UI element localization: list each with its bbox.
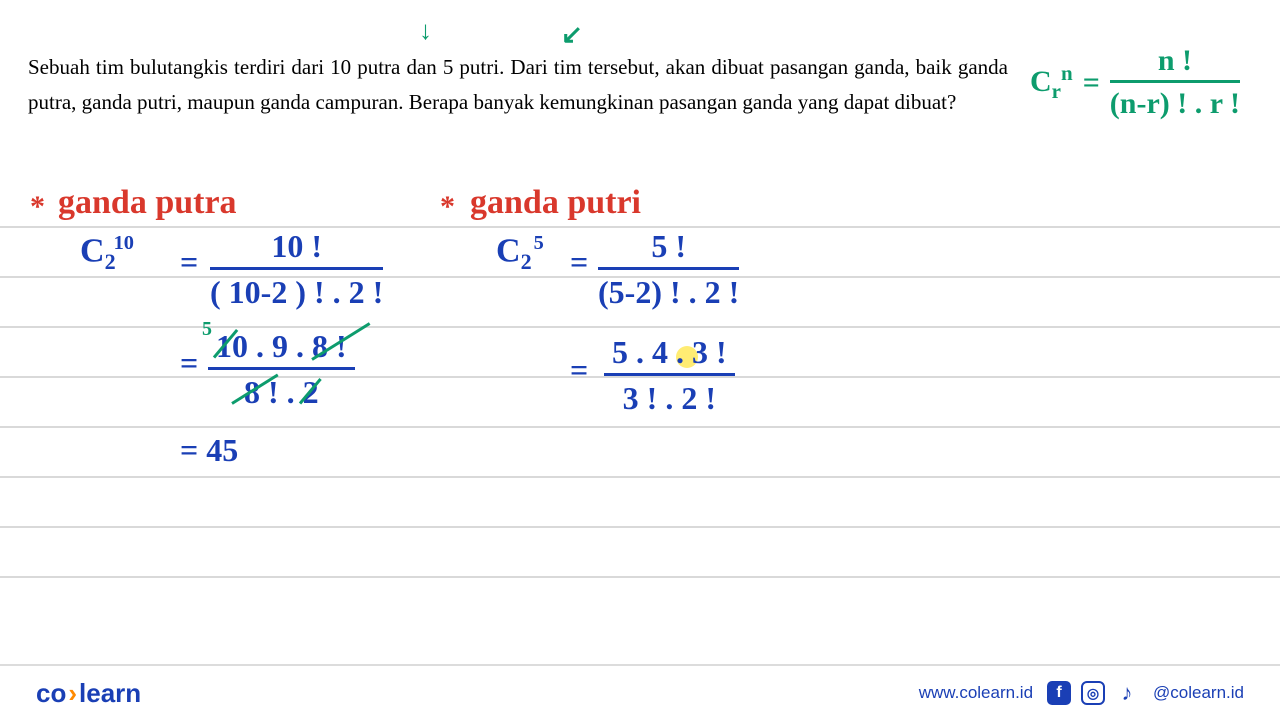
footer: co›learn www.colearn.id f ◎ ♪ @colearn.i…	[0, 664, 1280, 720]
putri-c-symbol: C25	[496, 232, 544, 275]
combination-formula: Crn = n ! (n-r) ! . r !	[1030, 44, 1240, 121]
putra-star: *	[30, 190, 45, 224]
formula-eq: =	[1083, 66, 1100, 100]
footer-right: www.colearn.id f ◎ ♪ @colearn.id	[919, 681, 1244, 705]
putra-title: ganda putra	[58, 184, 237, 222]
putri-eq1: =	[570, 244, 588, 281]
tiktok-icon: ♪	[1115, 681, 1139, 705]
putra-small-5: 5	[202, 318, 212, 341]
putri-star: *	[440, 190, 455, 224]
putri-title: ganda putri	[470, 184, 641, 222]
logo: co›learn	[36, 678, 141, 709]
problem-text: Sebuah tim bulutangkis terdiri dari 10 p…	[28, 50, 1008, 119]
putra-frac1: 10 ! ( 10-2 ) ! . 2 !	[210, 228, 383, 311]
social-icons: f ◎ ♪	[1047, 681, 1139, 705]
putra-c-symbol: C210	[80, 232, 134, 275]
formula-fraction: n ! (n-r) ! . r !	[1110, 44, 1240, 121]
instagram-icon: ◎	[1081, 681, 1105, 705]
putra-result: = 45	[180, 432, 238, 469]
putri-frac2: 5 . 4 . 3 ! 3 ! . 2 !	[604, 334, 735, 417]
footer-handle: @colearn.id	[1153, 683, 1244, 703]
putra-eq1: =	[180, 244, 198, 281]
putra-eq2: =	[180, 345, 198, 382]
arrow-five: ↙	[561, 20, 583, 50]
putri-frac1: 5 ! (5-2) ! . 2 !	[598, 228, 739, 311]
arrow-ten: ↓	[419, 16, 432, 46]
facebook-icon: f	[1047, 681, 1071, 705]
formula-lhs: Crn	[1030, 61, 1073, 104]
footer-url: www.colearn.id	[919, 683, 1033, 703]
putri-eq2: =	[570, 352, 588, 389]
